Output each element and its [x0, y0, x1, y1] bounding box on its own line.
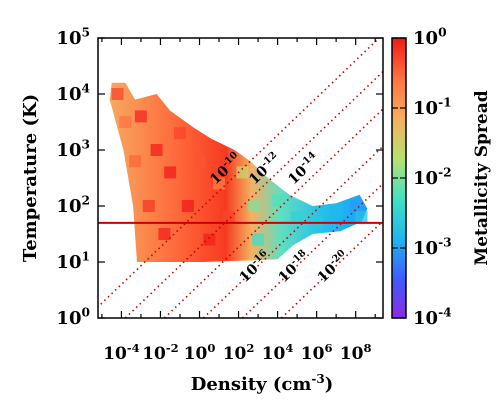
heatmap-cell [330, 205, 343, 218]
x-tick-label: 10-4 [103, 341, 139, 364]
y-tick-label: 101 [56, 249, 90, 273]
heatmap-cell [142, 200, 155, 212]
heatmap-cell [134, 110, 147, 123]
y-axis-ticks: 100 101 102 103 104 105 [56, 25, 383, 329]
x-tick-label: 100 [184, 341, 216, 364]
x-axis-label: Density (cm-3) [191, 372, 334, 395]
y-tick-label: 102 [56, 193, 90, 217]
x-tick-label: 106 [301, 341, 333, 364]
x-axis-ticks: 10-4 10-2 100 102 104 106 108 [101, 38, 376, 364]
colorbar: 100 10-1 10-2 10-3 10-4 Metallicity Spread [391, 25, 492, 329]
heatmap-cell [271, 194, 284, 207]
heatmap-cell [236, 166, 249, 179]
heatmap-cell [150, 144, 163, 156]
y-tick-label: 103 [56, 137, 90, 161]
heatmap-cell [355, 211, 368, 224]
heatmap-cell [193, 155, 206, 168]
colorbar-tick-label: 10-1 [413, 95, 452, 119]
colorbar-tick-label: 10-4 [413, 305, 452, 329]
colorbar-label: Metallicity Spread [472, 90, 492, 265]
heatmap-cell [181, 200, 194, 212]
heatmap-cell [248, 200, 261, 212]
heatmap-cell [158, 228, 171, 240]
heatmap-cell [119, 116, 132, 128]
x-tick-label: 108 [340, 341, 372, 364]
y-tick-label: 105 [56, 25, 90, 49]
y-tick-label: 100 [56, 305, 90, 329]
heatmap-cell [349, 200, 362, 212]
heatmap-cell [222, 211, 235, 224]
x-tick-label: 104 [262, 341, 294, 364]
y-axis-label: Temperature (K) [20, 94, 41, 262]
heatmap-cell [291, 211, 304, 224]
colorbar-tick-label: 10-2 [413, 165, 452, 189]
heatmap-cell [174, 127, 186, 140]
colorbar-tick-label: 100 [413, 25, 447, 49]
heatmap-cell [111, 88, 124, 100]
heatmap-cell [252, 233, 265, 246]
y-tick-label: 104 [56, 81, 90, 105]
heatmap-cell [164, 166, 177, 179]
heatmap-cell [129, 155, 142, 168]
heatmap-cell [213, 177, 225, 190]
x-tick-label: 102 [223, 341, 255, 364]
colorbar-tick-label: 10-3 [413, 235, 452, 259]
x-tick-label: 10-2 [142, 341, 179, 364]
colorbar-ticks: 100 10-1 10-2 10-3 10-4 [392, 25, 452, 329]
heatmap-cell [203, 233, 216, 246]
plot-frame [97, 37, 384, 319]
